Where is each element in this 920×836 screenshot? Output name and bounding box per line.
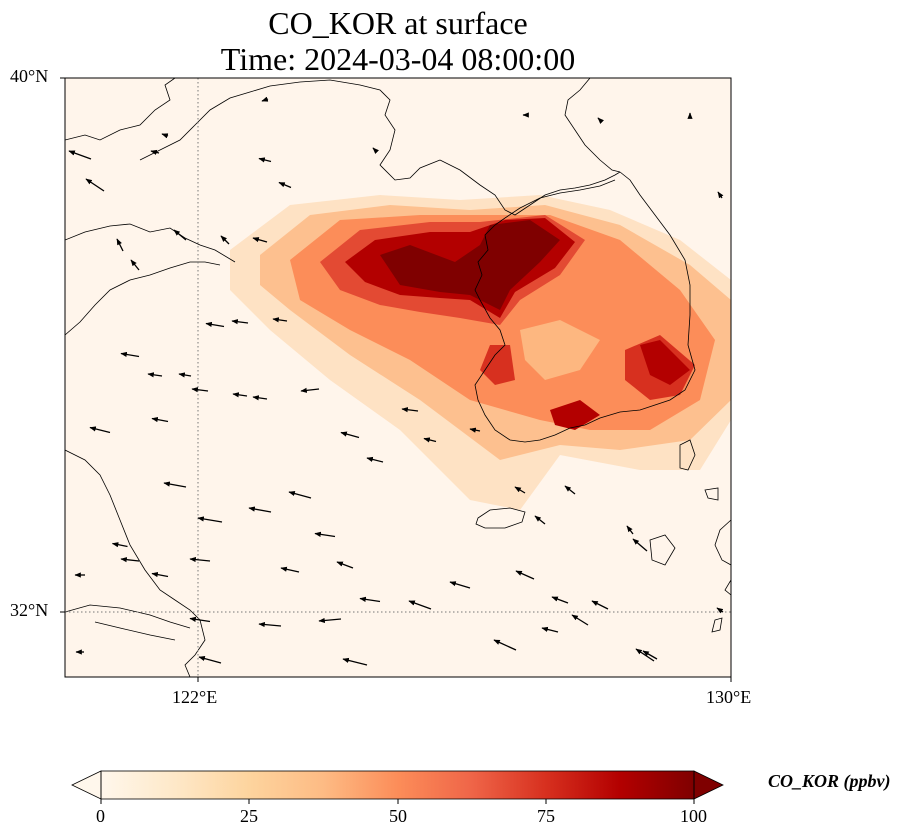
wind-arrow xyxy=(189,556,211,563)
wind-arrow xyxy=(318,617,342,624)
wind-arrow xyxy=(252,395,268,401)
colorbar-gradient xyxy=(101,771,694,799)
wind-arrow xyxy=(449,581,471,589)
wind-arrow xyxy=(272,317,288,323)
map-title-line1: CO_KOR at surface xyxy=(268,5,528,41)
map-title-line2: Time: 2024-03-04 08:00:00 xyxy=(220,41,576,77)
wind-arrow xyxy=(336,561,354,569)
wind-arrow xyxy=(551,596,569,604)
wind-arrow xyxy=(716,607,724,614)
wind-arrow xyxy=(635,648,655,662)
wind-arrow xyxy=(717,191,724,199)
wind-arrow xyxy=(191,387,209,393)
wind-arrow xyxy=(205,321,225,328)
wind-arrow xyxy=(258,157,272,163)
wind-arrow xyxy=(258,621,282,628)
wind-arrow xyxy=(423,437,437,443)
wind-arrow xyxy=(161,133,169,139)
wind-arrow xyxy=(597,117,604,124)
colorbar-tick-100: 100 xyxy=(680,806,707,826)
wind-arrow xyxy=(89,426,111,434)
wind-arrow xyxy=(178,372,192,378)
colorbar-extend-max xyxy=(693,770,724,800)
wind-arrow xyxy=(642,650,658,660)
axis-ticks xyxy=(60,77,732,682)
wind-arrow xyxy=(515,570,535,580)
lat-label-32n: 32°N xyxy=(10,600,49,620)
coastlines xyxy=(65,78,731,677)
colorbar-tick-0: 0 xyxy=(96,806,105,826)
wind-arrow xyxy=(111,542,128,548)
wind-arrow xyxy=(278,181,292,189)
wind-arrow xyxy=(120,557,140,563)
wind-arrow xyxy=(372,147,379,154)
wind-arrow xyxy=(534,515,546,525)
wind-arrow xyxy=(252,237,268,243)
gridlines xyxy=(65,78,731,677)
wind-arrow xyxy=(300,387,320,393)
wind-arrow xyxy=(261,96,269,102)
lon-label-130e: 130°E xyxy=(706,687,752,707)
wind-vectors xyxy=(68,96,724,666)
wind-arrow xyxy=(514,486,526,494)
colorbar-extend-min xyxy=(71,770,102,800)
map-frame xyxy=(64,77,732,678)
colorbar-tick-75: 75 xyxy=(537,806,555,826)
wind-arrow xyxy=(197,516,223,523)
wind-arrow xyxy=(564,485,576,495)
wind-arrow xyxy=(151,572,169,578)
colorbar-tick-25: 25 xyxy=(240,806,258,826)
wind-arrow xyxy=(340,431,360,439)
wind-arrow xyxy=(150,149,160,155)
wind-arrow xyxy=(151,417,169,423)
wind-arrow xyxy=(288,491,312,499)
wind-arrow xyxy=(571,614,589,626)
wind-arrow xyxy=(541,626,559,633)
wind-arrow xyxy=(147,372,163,378)
wind-arrow xyxy=(116,238,124,252)
wind-arrow xyxy=(85,178,105,192)
wind-arrow xyxy=(120,351,140,358)
wind-arrow xyxy=(401,407,419,413)
lon-label-122e: 122°E xyxy=(172,687,218,707)
wind-arrow xyxy=(493,639,517,651)
wind-arrow xyxy=(632,538,648,552)
wind-arrow xyxy=(163,481,187,488)
wind-arrow xyxy=(626,525,634,535)
wind-arrow xyxy=(366,456,384,463)
wind-arrow xyxy=(314,531,336,538)
wind-arrow xyxy=(591,600,609,610)
wind-arrow xyxy=(248,506,272,513)
wind-arrow xyxy=(220,235,230,245)
wind-arrow xyxy=(231,319,249,325)
colorbar xyxy=(71,770,724,804)
wind-arrow xyxy=(232,392,248,398)
wind-arrow xyxy=(189,616,211,623)
wind-arrow xyxy=(68,150,92,160)
co-concentration-field xyxy=(230,195,731,510)
wind-arrow xyxy=(173,229,187,241)
wind-arrow xyxy=(130,259,140,271)
wind-arrow xyxy=(342,657,368,666)
colorbar-label: CO_KOR (ppbv) xyxy=(768,771,891,791)
wind-arrow xyxy=(408,600,432,610)
lat-label-40n: 40°N xyxy=(10,66,49,86)
wind-arrow xyxy=(359,596,381,603)
wind-arrow xyxy=(280,566,300,573)
wind-arrow xyxy=(469,427,481,433)
colorbar-tick-50: 50 xyxy=(389,806,407,826)
wind-arrow xyxy=(198,656,222,664)
